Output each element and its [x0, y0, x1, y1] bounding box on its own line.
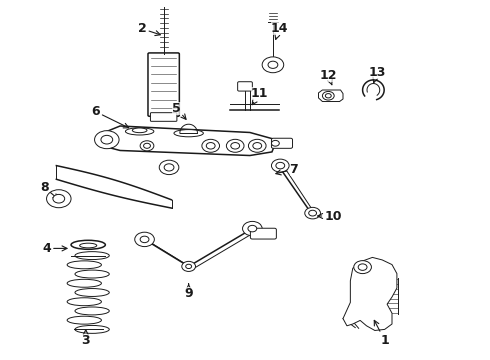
Circle shape [248, 139, 266, 152]
Polygon shape [318, 90, 343, 102]
Circle shape [305, 207, 320, 219]
Ellipse shape [132, 128, 147, 132]
Circle shape [271, 140, 279, 146]
Circle shape [144, 143, 150, 148]
Text: 7: 7 [276, 163, 298, 176]
Circle shape [182, 261, 196, 271]
Circle shape [248, 225, 257, 232]
Text: 10: 10 [318, 210, 342, 222]
Circle shape [140, 141, 154, 151]
Circle shape [268, 61, 278, 68]
Circle shape [53, 194, 65, 203]
FancyBboxPatch shape [148, 53, 179, 116]
Circle shape [262, 57, 284, 73]
Text: 4: 4 [42, 242, 67, 255]
Circle shape [186, 264, 192, 269]
Circle shape [164, 164, 174, 171]
Text: 13: 13 [368, 66, 386, 82]
Text: 12: 12 [319, 69, 337, 85]
Circle shape [101, 135, 113, 144]
Circle shape [253, 143, 262, 149]
Circle shape [231, 143, 240, 149]
Text: 6: 6 [91, 105, 129, 128]
Text: 3: 3 [81, 330, 90, 347]
Circle shape [140, 236, 149, 243]
Text: 5: 5 [172, 102, 186, 119]
Circle shape [309, 210, 317, 216]
FancyBboxPatch shape [250, 228, 276, 239]
Circle shape [322, 91, 334, 100]
Text: 14: 14 [270, 22, 288, 39]
Ellipse shape [71, 240, 105, 249]
Ellipse shape [125, 128, 154, 135]
Circle shape [206, 143, 215, 149]
Polygon shape [343, 257, 397, 330]
Circle shape [325, 94, 331, 98]
Circle shape [276, 162, 285, 169]
FancyBboxPatch shape [238, 82, 252, 91]
Text: 1: 1 [374, 320, 389, 347]
FancyBboxPatch shape [271, 138, 293, 148]
Circle shape [135, 232, 154, 247]
Circle shape [202, 139, 220, 152]
FancyBboxPatch shape [150, 113, 177, 121]
Ellipse shape [174, 130, 203, 137]
Text: 11: 11 [251, 87, 269, 105]
Circle shape [47, 190, 71, 208]
Circle shape [354, 261, 371, 274]
Circle shape [159, 160, 179, 175]
Polygon shape [98, 126, 274, 156]
Text: 8: 8 [40, 181, 58, 199]
Text: 9: 9 [184, 284, 193, 300]
Text: 2: 2 [138, 22, 160, 36]
Circle shape [95, 131, 119, 149]
Circle shape [271, 159, 289, 172]
Circle shape [243, 221, 262, 236]
Ellipse shape [79, 243, 97, 248]
Circle shape [358, 264, 367, 270]
Circle shape [226, 139, 244, 152]
